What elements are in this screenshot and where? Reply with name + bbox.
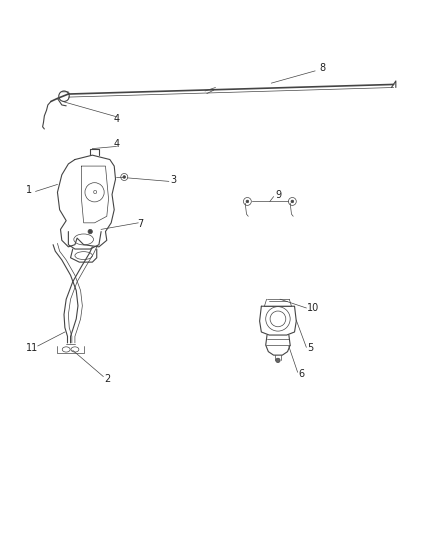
- Text: 4: 4: [113, 139, 120, 149]
- Text: 5: 5: [307, 343, 314, 353]
- Text: o: o: [92, 189, 97, 195]
- Circle shape: [246, 200, 249, 203]
- Circle shape: [88, 229, 92, 234]
- Text: 4: 4: [113, 114, 120, 124]
- Text: 10: 10: [307, 303, 319, 313]
- Text: 7: 7: [137, 219, 144, 229]
- Text: 9: 9: [275, 190, 281, 200]
- Circle shape: [123, 176, 126, 179]
- Text: 1: 1: [26, 185, 32, 195]
- Text: 6: 6: [298, 369, 304, 379]
- Text: 11: 11: [26, 343, 38, 353]
- Text: 2: 2: [105, 374, 111, 384]
- Text: 8: 8: [320, 63, 326, 73]
- Circle shape: [276, 358, 280, 362]
- Circle shape: [291, 200, 293, 203]
- Text: 3: 3: [170, 175, 176, 185]
